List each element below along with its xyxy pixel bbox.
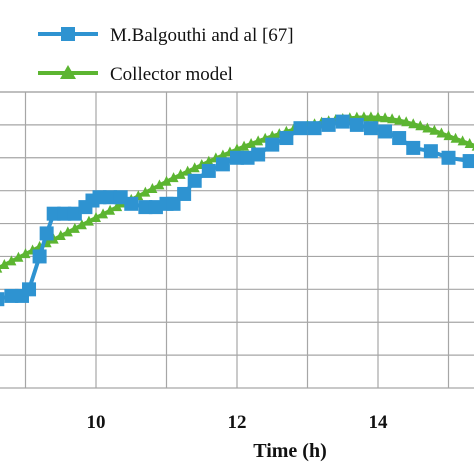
data-point-triangle (154, 179, 165, 190)
x-tick-label: 10 (87, 412, 106, 433)
x-axis-title: Time (h) (253, 440, 327, 462)
data-point-square (113, 190, 128, 205)
data-point-square (22, 282, 37, 297)
data-point-square (138, 200, 153, 215)
x-tick-label: 14 (369, 412, 389, 433)
data-point-triangle (140, 186, 151, 197)
legend: M.Balgouthi and al [67] Collector model (38, 25, 294, 85)
data-point-triangle (175, 168, 186, 179)
legend-marker-m-balgouthi (61, 27, 75, 41)
data-point-triangle (6, 255, 17, 266)
legend-marker-collector-model (60, 65, 76, 79)
data-point-triangle (161, 175, 172, 186)
data-point-square (57, 206, 72, 221)
data-point-square (46, 206, 61, 221)
data-point-square (392, 131, 407, 146)
data-point-square (349, 117, 364, 132)
data-point-square (103, 190, 118, 205)
data-point-triangle (365, 111, 376, 122)
data-point-square (363, 121, 378, 136)
data-point-square (39, 226, 54, 241)
data-point-triangle (415, 120, 426, 131)
data-point-square (230, 150, 244, 165)
data-point-triangle (408, 118, 419, 129)
data-point-triangle (253, 135, 264, 146)
data-point-triangle (91, 211, 101, 222)
data-point-square (4, 288, 19, 303)
x-tick-label: 12 (228, 412, 247, 433)
x-axis-ticks: 10121416 (87, 412, 389, 433)
data-point-square (265, 137, 280, 152)
data-point-square (240, 150, 255, 165)
data-point-triangle (189, 162, 200, 173)
data-point-square (423, 144, 438, 159)
data-point-square (293, 121, 308, 136)
data-point-triangle (13, 251, 24, 262)
data-point-triangle (373, 111, 383, 122)
legend-label-m-balgouthi: M.Balgouthi and al [67] (110, 25, 294, 46)
data-point-triangle (450, 132, 461, 143)
data-point-triangle (76, 219, 87, 230)
data-point-triangle (443, 130, 454, 141)
data-point-triangle (422, 122, 433, 133)
data-point-triangle (55, 230, 66, 241)
data-point-square (406, 140, 421, 155)
data-point-triangle (217, 149, 228, 160)
data-point-triangle (168, 172, 179, 183)
data-point-square (187, 173, 202, 188)
data-point-square (307, 121, 322, 136)
legend-label-collector-model: Collector model (110, 64, 233, 85)
data-point-triangle (429, 124, 440, 135)
plot-area (0, 111, 474, 307)
data-point-triangle (464, 137, 474, 148)
data-point-triangle (387, 113, 398, 124)
data-point-square (279, 131, 294, 146)
data-point-triangle (380, 112, 391, 123)
data-point-triangle (182, 165, 193, 176)
data-point-square (166, 196, 181, 211)
data-point-square (124, 196, 139, 211)
data-point-triangle (471, 145, 474, 151)
data-point-square (321, 117, 336, 132)
data-point-triangle (239, 140, 250, 151)
data-point-triangle (457, 135, 468, 146)
data-point-square (251, 147, 266, 162)
data-point-triangle (203, 155, 214, 166)
series-m-balgouthi (0, 114, 474, 307)
data-point-triangle (401, 116, 412, 127)
data-point-triangle (246, 137, 257, 148)
data-point-square (441, 150, 456, 165)
data-point-triangle (436, 127, 447, 138)
data-point-triangle (112, 201, 123, 212)
data-point-triangle (0, 258, 10, 269)
data-point-triangle (98, 208, 109, 219)
data-point-square (67, 206, 82, 221)
data-point-triangle (147, 183, 158, 194)
grid (0, 91, 474, 389)
data-point-square (215, 157, 230, 172)
data-point-square (201, 163, 216, 178)
data-point-square (335, 114, 350, 129)
data-point-triangle (62, 226, 73, 237)
data-point-square (177, 186, 192, 201)
data-point-triangle (48, 233, 59, 244)
data-point-square (0, 292, 5, 307)
data-point-triangle (20, 248, 31, 259)
data-point-square (92, 190, 107, 205)
data-point-triangle (105, 204, 116, 215)
data-point-square (32, 249, 47, 264)
data-point-triangle (69, 222, 80, 233)
data-point-triangle (0, 268, 3, 273)
data-point-square (378, 124, 393, 139)
data-point-square (148, 200, 163, 215)
data-point-square (462, 154, 474, 169)
data-point-triangle (394, 114, 405, 125)
data-point-triangle (83, 215, 94, 226)
